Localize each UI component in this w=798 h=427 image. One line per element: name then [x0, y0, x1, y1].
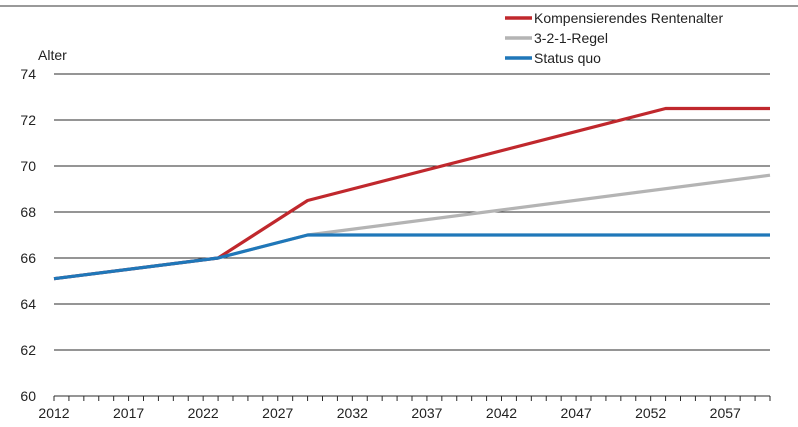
- y-tick-label: 60: [20, 388, 36, 404]
- y-tick-label: 72: [20, 112, 36, 128]
- series-line: [53, 106, 770, 281]
- y-tick-label: 64: [20, 296, 36, 312]
- y-tick-label: 70: [20, 158, 36, 174]
- legend: Kompensierendes Rentenalter 3-2-1-Regel St…: [505, 10, 723, 66]
- y-tick-label: 66: [20, 250, 36, 266]
- gridlines: [54, 73, 770, 351]
- series-layer: [53, 106, 771, 281]
- x-tick-label: 2047: [561, 405, 592, 421]
- legend-label: 3-2-1-Regel: [534, 30, 608, 46]
- y-axis: 60 62 64 66 68 70 72 74: [20, 66, 36, 404]
- x-tick-label: 2017: [113, 405, 144, 421]
- x-tick-label: 2012: [38, 405, 69, 421]
- legend-label: Status quo: [534, 50, 601, 66]
- y-tick-label: 68: [20, 204, 36, 220]
- x-tick-label: 2042: [486, 405, 517, 421]
- x-tick-label: 2032: [337, 405, 368, 421]
- series-line: [53, 173, 771, 281]
- x-tick-label: 2037: [411, 405, 442, 421]
- y-tick-label: 62: [20, 342, 36, 358]
- x-axis: 2012 2017 2022 2027 2032 2037 2042 2047 2052 2057: [38, 395, 771, 421]
- y-axis-title: Alter: [38, 47, 67, 63]
- x-tick-label: 2022: [188, 405, 219, 421]
- x-tick-label: 2057: [710, 405, 741, 421]
- y-tick-label: 74: [20, 66, 36, 82]
- series-line: [53, 233, 770, 281]
- legend-label: Kompensierendes Rentenalter: [534, 10, 723, 26]
- x-tick-label: 2052: [635, 405, 666, 421]
- x-tick-label: 2027: [262, 405, 293, 421]
